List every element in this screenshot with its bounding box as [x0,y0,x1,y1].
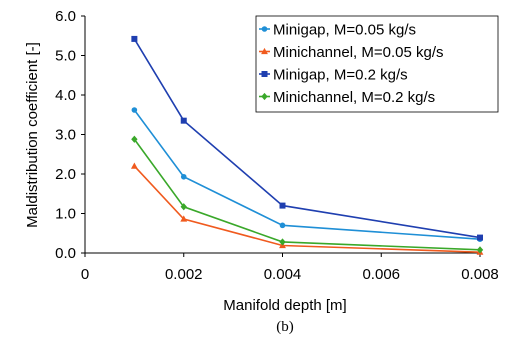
series-line [133,138,481,251]
legend-marker [261,26,268,32]
data-point [130,162,138,169]
x-tick-label: 0.008 [461,266,499,283]
legend-label: Minigap, M=0.05 kg/s [273,22,416,39]
y-tick-label: 6.0 [55,8,76,25]
data-point [131,35,138,42]
data-point [476,246,484,254]
series-line [133,109,481,240]
y-tick-label: 0.0 [55,245,76,262]
data-point [180,215,188,222]
data-point [279,202,286,209]
y-tick-label: 2.0 [55,166,76,183]
x-tick-label: 0.004 [264,266,302,283]
y-tick-label: 5.0 [55,48,76,65]
legend-item: Minigap, M=0.05 kg/s [259,22,416,39]
x-tick-labels: 0 0.002 0.004 0.006 0.008 [81,266,499,283]
series-line [133,165,481,254]
data-point [180,173,187,180]
legend-item: Minigap, M=0.2 kg/s [259,67,408,84]
legend-item: Minichannel, M=0.05 kg/s [259,44,444,61]
x-tick-label: 0.006 [362,266,400,283]
data-point [131,135,138,143]
y-tick-label: 3.0 [55,127,76,144]
legend-label: Minichannel, M=0.05 kg/s [273,44,444,61]
data-point [477,234,483,241]
series-layer [130,35,484,255]
series-4 [131,135,484,254]
x-tick-label: 0 [81,266,89,283]
legend-marker [261,47,268,55]
y-tick-labels: 0.0 1.0 2.0 3.0 4.0 5.0 6.0 [55,8,76,262]
series-3 [131,35,483,241]
series-line [133,38,481,239]
legend-marker [261,71,268,77]
data-point [131,107,138,113]
legend-marker [261,92,268,101]
y-tick-label: 1.0 [55,206,76,223]
data-point [180,203,187,211]
legend-item: Minichannel, M=0.2 kg/s [259,89,435,106]
x-tick-label: 0.002 [165,266,203,283]
data-point [279,238,286,246]
x-axis-title: Manifold depth [m] [223,297,346,314]
legend-label: Minichannel, M=0.2 kg/s [273,89,435,106]
series-1 [131,107,483,242]
data-point [180,117,187,124]
figure-caption: (b) [276,319,294,335]
legend: Minigap, M=0.05 kg/s Minichannel, M=0.05 … [255,15,499,113]
legend-label: Minigap, M=0.2 kg/s [273,67,408,84]
y-tick-label: 4.0 [55,87,76,104]
legend-box [255,15,499,113]
y-axis-title: Maldistribution coefficient [-] [24,42,41,228]
axes [81,15,481,257]
data-point [279,222,286,229]
